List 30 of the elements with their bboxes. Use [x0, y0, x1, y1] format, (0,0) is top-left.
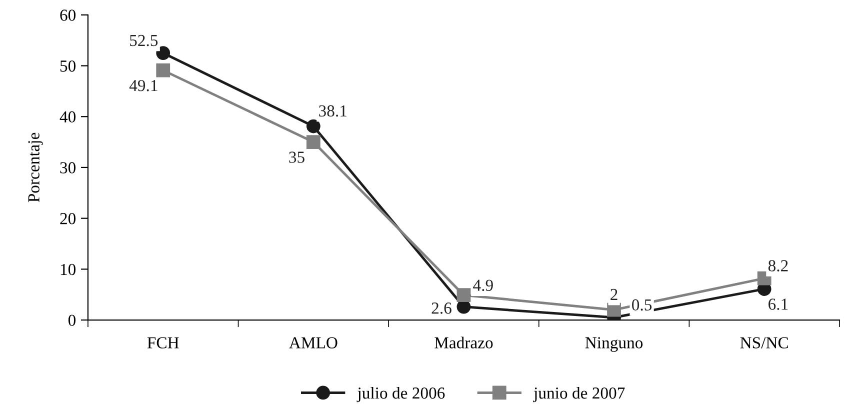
x-tick-label: FCH	[147, 337, 179, 348]
point	[306, 119, 320, 134]
y-axis-title: Porcentaje	[28, 132, 43, 202]
data-label: 38.1	[319, 105, 346, 117]
y-tick-label: 30	[60, 162, 76, 174]
data-label: 2	[610, 288, 618, 300]
x-tick-label: Ninguno	[585, 337, 643, 352]
point	[156, 46, 170, 60]
y-tick-label: 20	[60, 213, 76, 224]
data-label: 52.5	[130, 34, 158, 46]
data-label: 6.1	[768, 298, 788, 310]
data-label: 0.5	[632, 299, 652, 311]
y-tick-label: 0	[68, 314, 76, 326]
y-tick-label: 40	[60, 111, 76, 123]
y-tick-label: 10	[60, 264, 76, 276]
point	[156, 63, 170, 78]
data-label: 49.1	[129, 80, 158, 92]
point	[306, 135, 320, 149]
data-label: 35	[289, 152, 304, 163]
x-tick-label: AMLO	[289, 337, 338, 348]
data-label: 2.6	[432, 302, 452, 314]
y-tick-label: 50	[60, 60, 76, 72]
x-tick-label: Madrazo	[434, 336, 493, 348]
data-label: 4.9	[473, 280, 493, 292]
data-label: 8.2	[768, 260, 788, 272]
point	[456, 288, 471, 302]
x-tick-label: NS/NC	[740, 337, 788, 348]
legend-label: julio de 2006	[356, 386, 445, 402]
y-tick-label: 60	[60, 10, 76, 21]
legend-label: junio de 2007	[533, 386, 625, 402]
